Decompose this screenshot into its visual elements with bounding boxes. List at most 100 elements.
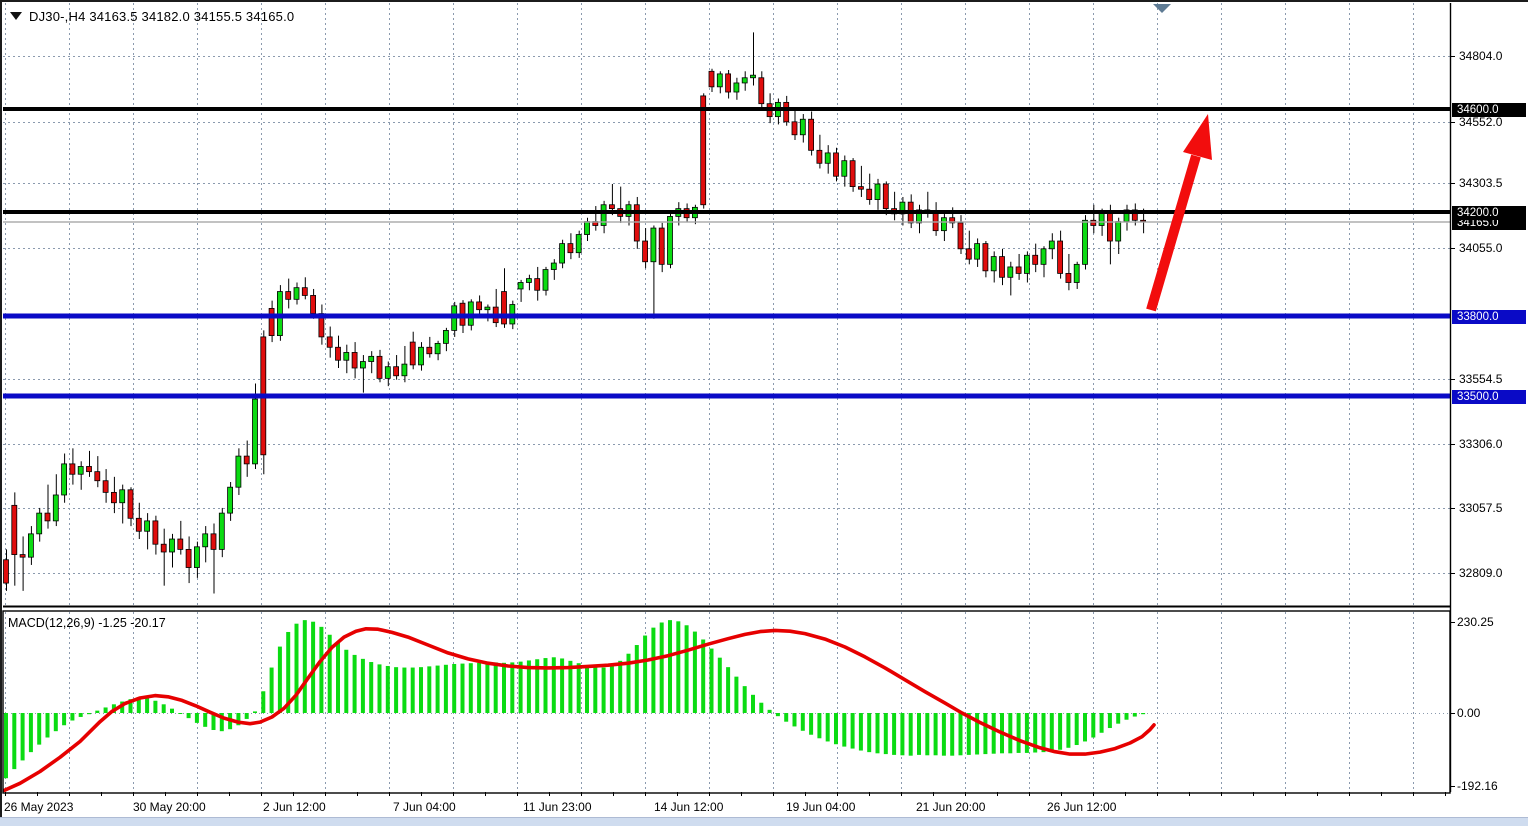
macd-histogram-bar <box>759 702 764 713</box>
candle-body-bear <box>642 240 648 263</box>
bottom-scroll-strip[interactable] <box>0 817 1528 826</box>
candle <box>824 145 831 174</box>
macd-histogram-bar <box>900 713 905 756</box>
macd-histogram-bar <box>394 667 399 713</box>
candle <box>276 285 283 341</box>
candle-body-bear <box>725 73 731 93</box>
candle-body-bull <box>1073 263 1080 283</box>
trend-arrow-head <box>1183 114 1212 160</box>
candle <box>716 71 723 94</box>
candle-body-bear <box>949 217 956 224</box>
macd-histogram-bar <box>593 666 598 713</box>
macd-histogram-bar <box>867 713 872 753</box>
macd-histogram-bar <box>477 662 482 713</box>
candle-body-bull <box>442 330 449 344</box>
current-price-line[interactable] <box>3 221 1450 223</box>
candle <box>61 453 67 503</box>
candle <box>526 274 532 291</box>
macd-histogram-bar <box>875 713 880 754</box>
horizontal-level-line[interactable] <box>3 313 1450 319</box>
macd-histogram-bar <box>643 635 648 713</box>
candle-body-bear <box>957 222 964 250</box>
candle <box>501 268 507 328</box>
macd-histogram-bar <box>817 713 822 739</box>
macd-histogram-bar <box>427 666 432 713</box>
macd-histogram-bar <box>535 659 540 713</box>
trend-arrow[interactable] <box>1146 114 1212 312</box>
time-axis-label: 21 Jun 20:00 <box>916 800 986 814</box>
price-axis-label: 34303.5 <box>1459 176 1503 190</box>
macd-histogram-bar <box>344 649 349 713</box>
macd-histogram-bar <box>327 634 332 713</box>
macd-histogram-bar <box>1132 713 1137 717</box>
macd-histogram-bar <box>601 667 606 713</box>
price-axis-label: 33306.0 <box>1459 437 1503 451</box>
candle-body-bull <box>484 306 491 311</box>
symbol-dropdown-icon[interactable] <box>10 12 22 20</box>
candle <box>401 345 408 383</box>
candle-body-bear <box>11 504 18 555</box>
candle <box>127 487 134 527</box>
candle <box>816 134 823 169</box>
candle <box>484 304 491 322</box>
macd-histogram-bar <box>236 713 241 726</box>
candle <box>227 482 234 521</box>
candle-body-bull <box>650 227 657 263</box>
candle-body-bull <box>77 466 84 475</box>
symbol-title-bar[interactable]: DJ30-,H4 34163.5 34182.0 34155.5 34165.0 <box>10 8 294 24</box>
candle-body-bear <box>1107 212 1113 242</box>
macd-histogram-bar <box>1058 713 1063 750</box>
time-axis-label: 26 May 2023 <box>4 800 74 814</box>
main-chart-panel[interactable] <box>3 3 1450 606</box>
macd-histogram-bar <box>800 713 805 731</box>
candle <box>260 330 267 475</box>
macd-histogram-bar <box>286 631 291 713</box>
candle <box>791 108 798 140</box>
macd-histogram-bar <box>452 663 457 713</box>
candle-body-bear <box>376 355 383 379</box>
candle-body-bear <box>816 149 823 164</box>
macd-histogram-bar <box>219 713 224 732</box>
macd-histogram-bar <box>742 686 747 713</box>
candle-body-bull <box>741 77 748 84</box>
candle-body-bear <box>567 243 574 254</box>
macd-histogram-bar <box>211 713 216 730</box>
macd-histogram-bar <box>684 625 689 713</box>
candle <box>708 68 715 93</box>
macd-histogram-bar <box>435 665 440 713</box>
macd-histogram-bar <box>983 713 988 755</box>
macd-histogram-bar <box>37 713 42 745</box>
macd-histogram-bar <box>70 713 75 721</box>
candle-body-bear <box>335 346 341 361</box>
candle-body-bear <box>758 77 765 105</box>
macd-histogram-bar <box>53 713 58 732</box>
macd-histogram-bar <box>751 694 755 713</box>
chart-shift-marker-icon[interactable] <box>1153 4 1171 13</box>
candle-body-bear <box>1065 273 1072 283</box>
macd-panel[interactable] <box>3 612 1450 792</box>
candle <box>351 342 358 379</box>
price-tag: 33500.0 <box>1452 390 1526 404</box>
macd-histogram-bar <box>377 664 382 713</box>
candle-body-bear <box>982 243 989 272</box>
macd-histogram-bar <box>45 713 50 738</box>
candle <box>550 259 557 280</box>
macd-histogram-bar <box>186 713 191 719</box>
candle-body-bear <box>783 101 790 123</box>
horizontal-level-line[interactable] <box>3 393 1450 399</box>
candle-body-bull <box>974 243 980 260</box>
candle <box>600 200 607 234</box>
macd-histogram-bar <box>87 713 91 715</box>
macd-histogram-bar <box>460 663 465 713</box>
macd-histogram-bar <box>1016 713 1021 753</box>
candle <box>1032 243 1039 273</box>
horizontal-level-line[interactable] <box>3 107 1450 111</box>
candle-body-bull <box>1098 212 1105 226</box>
horizontal-level-line[interactable] <box>3 210 1450 214</box>
candle <box>882 181 889 216</box>
macd-histogram-bar <box>28 713 33 753</box>
macd-histogram-bar <box>95 710 100 713</box>
trend-arrow-shaft <box>1146 154 1201 312</box>
